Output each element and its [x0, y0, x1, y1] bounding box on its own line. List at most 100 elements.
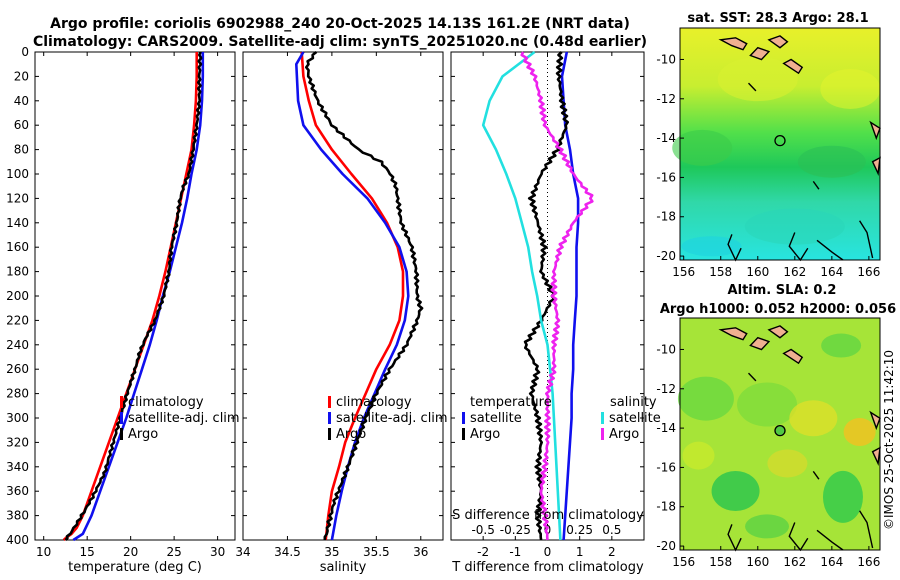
depth-tick-label: 220	[6, 313, 29, 327]
field-patch	[682, 441, 715, 470]
map-x-tick-label: 162	[783, 555, 806, 569]
legend-title-salinity: salinity	[610, 395, 657, 410]
island	[718, 37, 748, 51]
sla-argo-position-marker	[774, 425, 786, 437]
temperature-plot: 10 15 20 25 30	[36, 51, 225, 559]
sst-coastlines	[718, 35, 881, 262]
field-patch	[797, 145, 866, 178]
legend-swatch-climatology	[328, 396, 331, 408]
sst-map-frame	[679, 27, 881, 261]
map-y-tick-label: -10	[656, 342, 676, 356]
legend-label-climatology: climatology	[128, 395, 204, 410]
legend-label-argo: Argo	[336, 427, 366, 442]
field-patch	[672, 129, 733, 166]
depth-tick-label: 100	[6, 167, 29, 181]
reef-outline	[747, 82, 757, 92]
x-tick-label: 20	[123, 545, 138, 559]
depth-tick-label: 360	[6, 484, 29, 498]
map-x-tick-label: 156	[672, 265, 695, 279]
reef-outline	[727, 234, 742, 262]
island	[782, 348, 804, 365]
s-diff-tick-label: 0.5	[602, 523, 621, 537]
temperature-legend: climatology satellite-adj. clim Argo	[120, 395, 240, 442]
map-y-tick-label: -12	[656, 92, 676, 106]
legend-label-t-satellite: satellite	[470, 411, 522, 426]
map-x-tick-label: 160	[746, 265, 769, 279]
field-patch	[822, 470, 863, 523]
island	[767, 35, 789, 49]
legend-label-satellite-adj: satellite-adj. clim	[128, 411, 240, 426]
sst-argo-position-marker	[774, 135, 786, 147]
map-y-tick-label: -20	[656, 539, 676, 553]
s-diff-tick-label: -0.25	[500, 523, 531, 537]
x-tick-label: -2	[477, 545, 489, 559]
field-patch	[681, 236, 742, 257]
x-tick-label: 35	[324, 545, 339, 559]
figure-title-line2: Climatology: CARS2009. Satellite-adj cli…	[33, 34, 647, 50]
map-y-tick-label: -14	[656, 131, 676, 145]
sst-map: 156 158 160 162 164 166 -10 -12 -14 -16 -18 -20	[656, 27, 881, 279]
series-line-climatology	[62, 52, 198, 541]
field-patch	[821, 333, 862, 358]
depth-tick-label: 20	[14, 69, 29, 83]
salinity-plot: 34 34.5 35 35.5 36	[235, 50, 428, 559]
field-patch	[744, 208, 845, 245]
field-patch	[843, 418, 876, 447]
salinity-axes	[242, 51, 444, 541]
salinity-xlabel: salinity	[320, 560, 367, 575]
sla-map-ticks: 156 158 160 162 164 166 -10 -12 -14 -16 -18 -20	[656, 342, 880, 569]
sla-map-subtitle: Argo h1000: 0.052 h2000: 0.056	[660, 302, 896, 317]
x-tick-label: 30	[210, 545, 225, 559]
legend-swatch-satellite-adj	[328, 412, 331, 424]
legend-swatch-argo	[120, 428, 123, 440]
field-patch	[711, 471, 760, 512]
legend-label-satellite-adj: satellite-adj. clim	[336, 411, 448, 426]
map-x-tick-label: 164	[820, 265, 843, 279]
reef-outline	[788, 522, 809, 552]
x-tick-label: 10	[36, 545, 51, 559]
x-tick-label: 15	[80, 545, 95, 559]
field-patch	[677, 376, 734, 421]
map-x-tick-label: 166	[857, 265, 880, 279]
t-difference-xlabel: T difference from climatology	[451, 560, 644, 575]
map-x-tick-label: 158	[709, 265, 732, 279]
map-y-tick-label: -10	[656, 52, 676, 66]
reef-outline	[727, 524, 742, 552]
depth-tick-label: 80	[14, 143, 29, 157]
depth-tick-label: 160	[6, 240, 29, 254]
reef-outline	[812, 470, 820, 480]
sst-map-title: sat. SST: 28.3 Argo: 28.1	[687, 11, 868, 26]
legend-swatch-t-argo	[462, 428, 465, 440]
map-y-tick-label: -20	[656, 249, 676, 263]
s-diff-tick-label: -0.5	[471, 523, 494, 537]
field-patch	[737, 382, 798, 427]
legend-swatch-s-argo	[601, 428, 604, 440]
depth-tick-label: 400	[6, 533, 29, 547]
depth-tick-label: 240	[6, 338, 29, 352]
reef-outline	[859, 220, 874, 259]
map-x-tick-label: 166	[857, 555, 880, 569]
reef-outline	[788, 232, 809, 262]
map-y-tick-label: -12	[656, 382, 676, 396]
x-tick-label: 25	[166, 545, 181, 559]
series-line-argo	[304, 50, 424, 540]
x-tick-label: 34	[235, 545, 250, 559]
depth-tick-label: 260	[6, 362, 29, 376]
island	[749, 336, 771, 351]
map-x-tick-label: 158	[709, 555, 732, 569]
x-tick-label: -1	[509, 545, 521, 559]
x-tick-label: 1	[576, 545, 584, 559]
series-line-satellite-adj-clim	[294, 51, 410, 541]
sst-field-texture	[672, 57, 881, 257]
map-y-tick-label: -16	[656, 170, 676, 184]
reef-outline	[816, 529, 844, 551]
field-patch	[745, 514, 790, 539]
x-tick-label: 35.5	[363, 545, 390, 559]
island	[718, 327, 748, 341]
sla-map: 156 158 160 162 164 166 -10 -12 -14 -16 -18 -20	[656, 317, 881, 569]
series-line-t-argo	[523, 51, 570, 541]
depth-tick-label: 0	[21, 45, 29, 59]
series-line-argo	[64, 51, 203, 541]
map-x-tick-label: 162	[783, 265, 806, 279]
